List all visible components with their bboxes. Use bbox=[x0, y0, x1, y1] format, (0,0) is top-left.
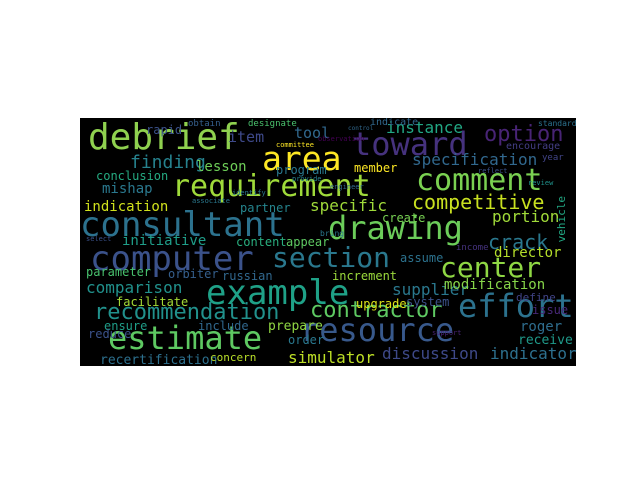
cloud-word: finding bbox=[130, 152, 206, 173]
cloud-word: facilitate bbox=[116, 295, 189, 309]
cloud-word: observation bbox=[318, 135, 365, 143]
cloud-word: mishap bbox=[102, 181, 153, 197]
cloud-word: prepare bbox=[268, 319, 323, 334]
cloud-word: reduce bbox=[88, 327, 132, 341]
cloud-word: toward bbox=[352, 125, 468, 163]
cloud-word: appear bbox=[286, 235, 330, 249]
cloud-word: engineer bbox=[330, 183, 364, 191]
cloud-word: contractor bbox=[310, 298, 443, 323]
cloud-word: obtain bbox=[188, 119, 221, 129]
cloud-word: order bbox=[288, 333, 325, 347]
cloud-word: resource bbox=[300, 311, 455, 349]
cloud-word: instance bbox=[386, 118, 464, 137]
cloud-word: discussion bbox=[382, 344, 479, 363]
cloud-word: modification bbox=[444, 277, 546, 293]
cloud-word: select bbox=[86, 235, 112, 243]
cloud-word: recommendation bbox=[94, 300, 280, 325]
cloud-word: conclusion bbox=[96, 169, 169, 183]
cloud-word: debrief bbox=[88, 118, 240, 158]
cloud-word: effort bbox=[458, 287, 574, 325]
cloud-word: committee bbox=[276, 141, 314, 149]
cloud-word: income bbox=[456, 243, 489, 253]
cloud-word: provide bbox=[292, 175, 322, 183]
cloud-word: control bbox=[348, 125, 374, 132]
cloud-word: program bbox=[276, 163, 327, 177]
cloud-word: initiative bbox=[122, 233, 207, 249]
cloud-word: identify bbox=[232, 189, 266, 197]
cloud-word: simulator bbox=[288, 348, 375, 366]
cloud-word: review bbox=[528, 179, 554, 187]
cloud-word: section bbox=[272, 241, 391, 274]
cloud-word: center bbox=[440, 251, 542, 284]
cloud-word: partner bbox=[240, 201, 291, 215]
cloud-word: portion bbox=[492, 207, 560, 226]
cloud-word: bring bbox=[320, 229, 345, 238]
cloud-word: year bbox=[542, 153, 564, 163]
cloud-word: designate bbox=[248, 119, 297, 129]
cloud-word: standard bbox=[538, 119, 576, 128]
cloud-word: parameter bbox=[86, 265, 152, 279]
cloud-word: include bbox=[198, 319, 249, 333]
cloud-word: encourage bbox=[506, 141, 561, 152]
cloud-word: estimate bbox=[108, 319, 263, 357]
cloud-word: consultant bbox=[80, 205, 285, 245]
cloud-word: recertification bbox=[100, 353, 218, 366]
cloud-word: item bbox=[228, 128, 265, 146]
cloud-word: reflect bbox=[478, 167, 508, 175]
cloud-word: define bbox=[516, 291, 556, 304]
cloud-word: receive bbox=[518, 333, 573, 348]
cloud-word: content bbox=[236, 235, 287, 249]
cloud-word: indicate bbox=[370, 118, 419, 128]
word-cloud: debrief area toward option requirement commen… bbox=[80, 118, 576, 366]
cloud-word: rapid bbox=[146, 123, 183, 137]
cloud-word: requirement bbox=[172, 169, 371, 204]
cloud-word: associate bbox=[192, 197, 230, 205]
cloud-word: competitive bbox=[412, 190, 545, 214]
cloud-word: option bbox=[484, 122, 564, 147]
cloud-word: concern bbox=[210, 351, 257, 364]
cloud-word: vehicle bbox=[555, 196, 568, 243]
cloud-word: issue bbox=[532, 303, 569, 317]
cloud-word: orbiter bbox=[168, 267, 219, 281]
cloud-word: crack bbox=[488, 230, 549, 254]
cloud-word: support bbox=[432, 329, 462, 337]
cloud-word: upgrade bbox=[356, 297, 407, 311]
cloud-word: increment bbox=[332, 269, 398, 283]
cloud-word: example bbox=[206, 273, 350, 313]
cloud-word: russian bbox=[222, 269, 273, 283]
cloud-word: assume bbox=[400, 251, 444, 265]
cloud-word: drawing bbox=[328, 209, 463, 247]
cloud-word: member bbox=[354, 161, 398, 175]
cloud-word: lesson bbox=[196, 159, 247, 175]
cloud-word: create bbox=[382, 211, 426, 225]
cloud-word: indication bbox=[84, 199, 169, 215]
cloud-word: roger bbox=[520, 319, 563, 335]
cloud-word: indicator bbox=[490, 344, 576, 363]
cloud-word: area bbox=[262, 139, 342, 178]
cloud-word: tool bbox=[294, 124, 331, 142]
cloud-word: supplier bbox=[392, 280, 470, 299]
cloud-word: specific bbox=[310, 196, 388, 215]
cloud-word: comparison bbox=[86, 278, 183, 297]
cloud-word: computer bbox=[90, 239, 254, 279]
cloud-word: specification bbox=[412, 150, 538, 169]
cloud-word: comment bbox=[416, 163, 543, 198]
cloud-word: system bbox=[406, 295, 450, 309]
cloud-word: director bbox=[494, 245, 562, 261]
cloud-word: ensure bbox=[104, 319, 148, 333]
